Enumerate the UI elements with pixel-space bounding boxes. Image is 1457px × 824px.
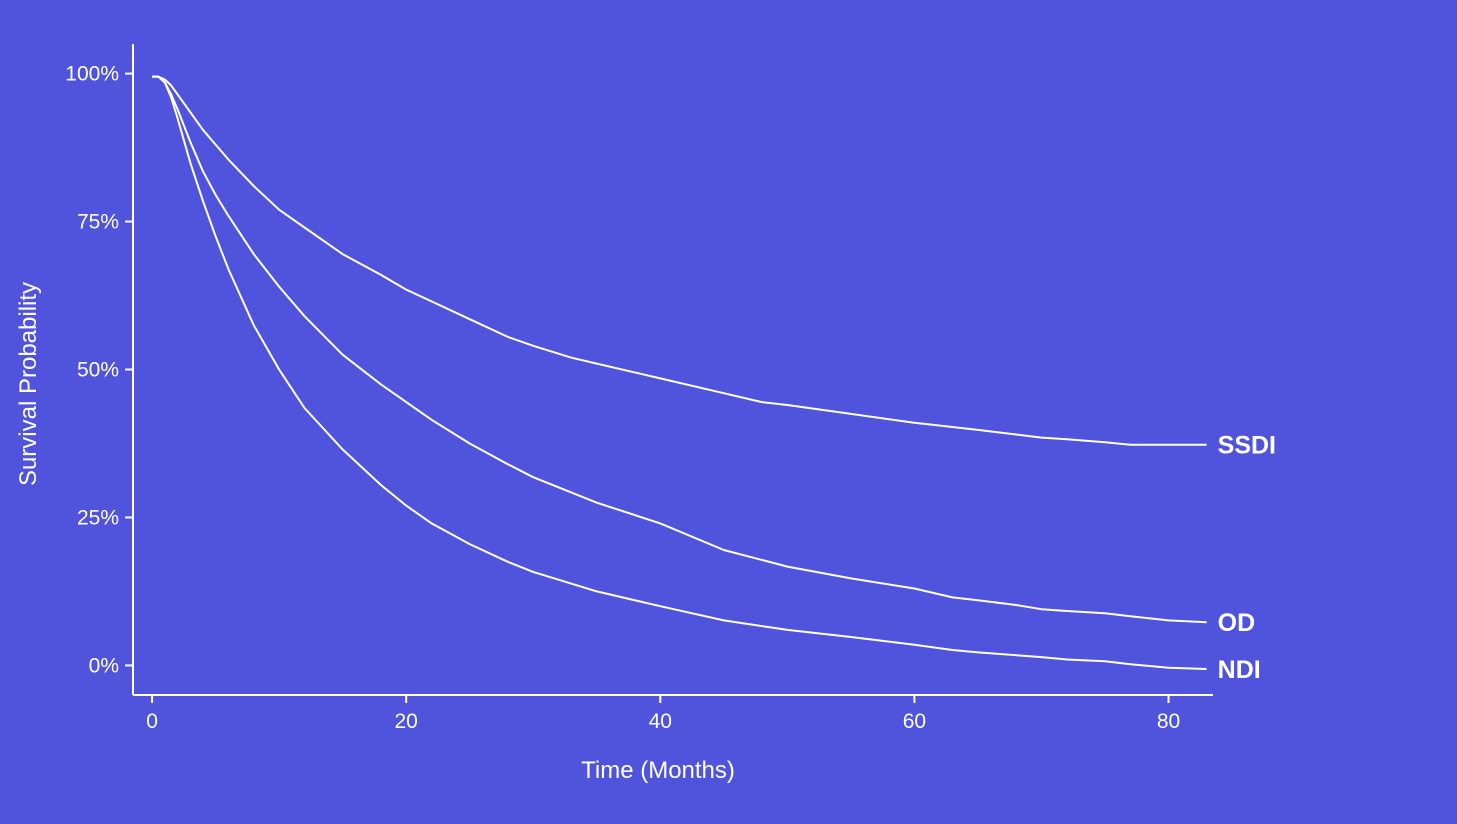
x-tick-label: 80: [1157, 710, 1180, 733]
series-line-od: [152, 75, 1207, 624]
y-tick-label: 100%: [65, 63, 119, 86]
x-tick-label: 0: [146, 710, 158, 733]
series-line-ndi: [152, 75, 1207, 670]
x-tick-label: 40: [649, 710, 672, 733]
y-tick-label: 50%: [77, 359, 119, 382]
series-label-ssdi: SSDI: [1218, 432, 1276, 460]
series-label-ndi: NDI: [1218, 656, 1261, 684]
series-line-ssdi: [152, 75, 1207, 446]
x-tick-label: 60: [903, 710, 926, 733]
y-tick-label: 0%: [89, 654, 119, 677]
y-tick-label: 25%: [77, 506, 119, 529]
y-axis-title: Survival Probability: [15, 282, 42, 486]
x-tick-label: 20: [394, 710, 417, 733]
axes: 0% 25% 50% 75% 100% 0 20 40 60 80: [65, 44, 1213, 733]
series-group: SSDI OD NDI: [152, 75, 1276, 684]
series-label-od: OD: [1218, 609, 1256, 637]
y-tick-label: 75%: [77, 211, 119, 234]
x-axis-title: Time (Months): [581, 757, 735, 784]
